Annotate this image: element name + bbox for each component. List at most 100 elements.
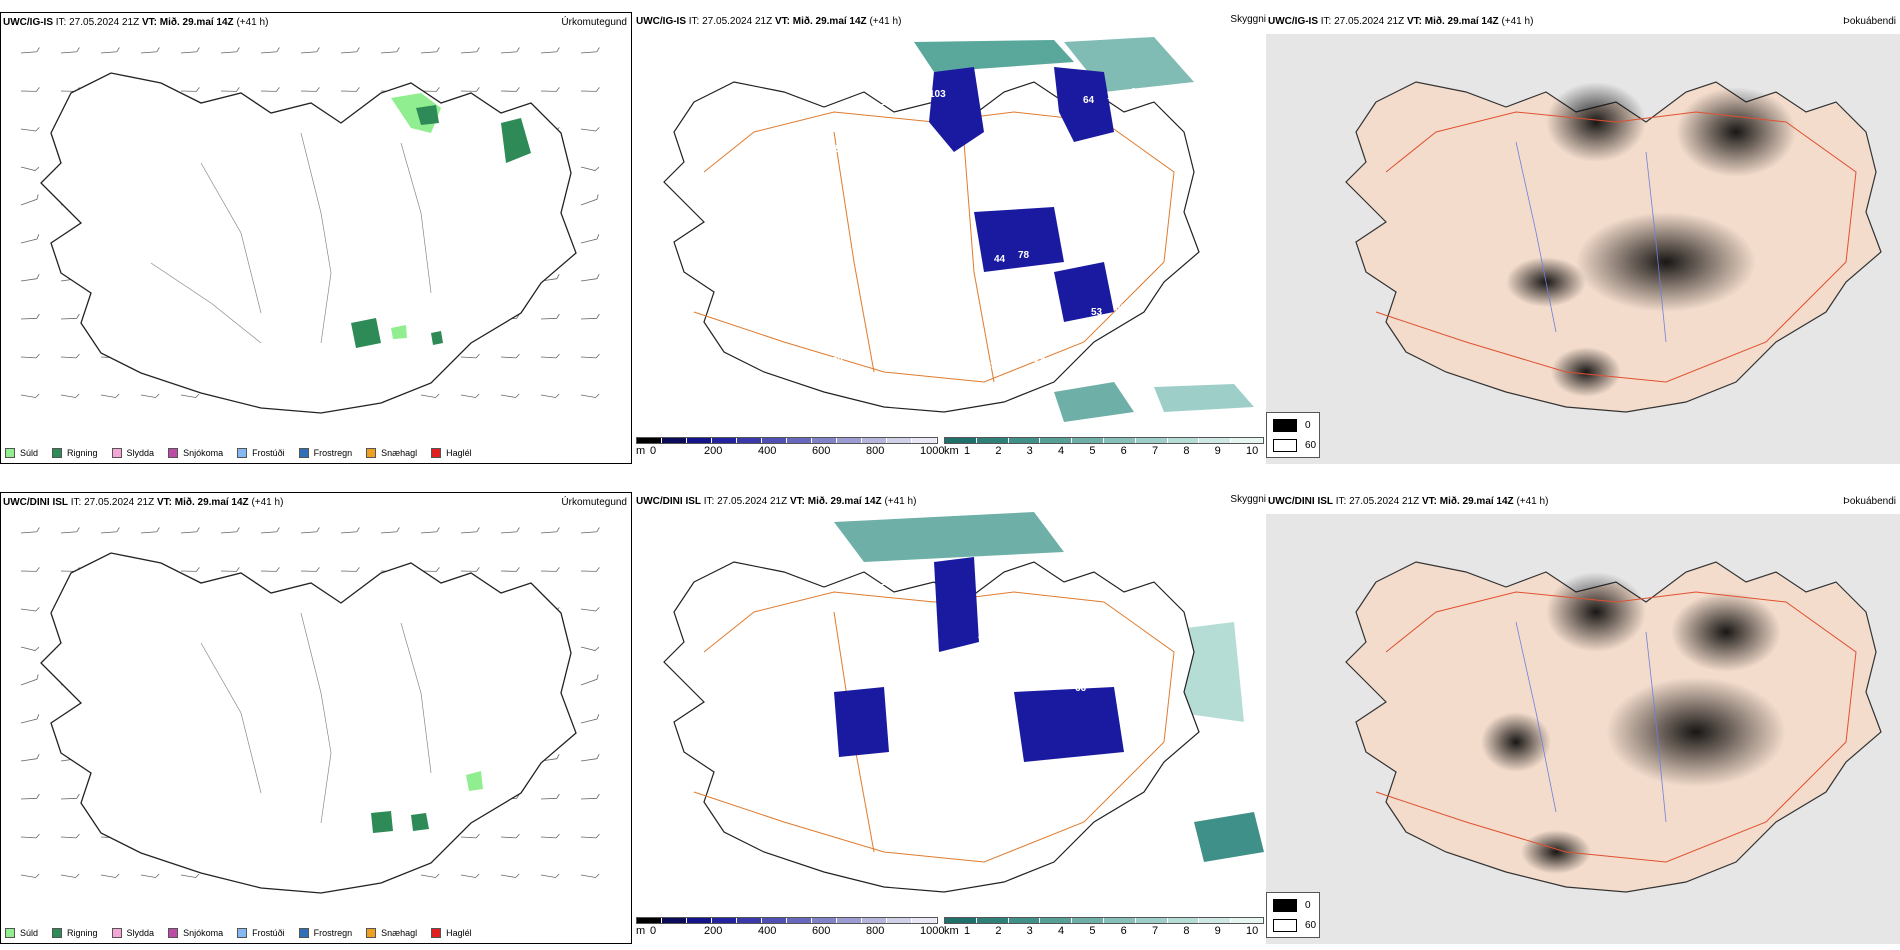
legend-swatch xyxy=(111,448,122,458)
legend-item: Rigning xyxy=(52,927,98,939)
vis-sea-fog xyxy=(914,37,1254,422)
wind-barb xyxy=(580,47,600,54)
wind-barb xyxy=(180,393,200,398)
wind-barb xyxy=(140,47,160,54)
legend-swatch xyxy=(52,448,63,458)
visibility-panel-bottom: 466 116 26 66 92 77 96 169 212 90 222 115 160 208 83 10… xyxy=(634,492,1266,944)
wind-barb xyxy=(540,313,560,320)
visibility-map-top: 487 114 99 44 41 43 57 64 59 76 44 53 57 63 78 81 63 65 93… xyxy=(663,37,1254,422)
colorbar-unit: km xyxy=(944,445,959,457)
cloud-base-value: 43 xyxy=(889,309,901,320)
wind-barb xyxy=(580,714,600,724)
wind-barb xyxy=(20,793,40,800)
cloud-base-value: 63 xyxy=(905,93,917,104)
colorbar-tick-label: 200 xyxy=(704,445,723,457)
wind-barb xyxy=(100,873,120,878)
colorbar-tick-label: 2 xyxy=(995,445,1002,457)
wind-barb xyxy=(300,527,320,534)
cloud-base-value: 24 xyxy=(921,197,933,208)
cloud-base-value: 41 xyxy=(792,256,804,267)
colorbar-tick-label: 400 xyxy=(758,925,777,937)
legend-item: Frostregn xyxy=(298,927,352,939)
colorbar-tick-label: 4 xyxy=(1058,925,1065,937)
wind-barb xyxy=(460,873,480,878)
colorbar-segment xyxy=(1072,438,1104,443)
colorbar-tick-label: 6 xyxy=(1120,445,1127,457)
visibility-panel-title-top: Skyggni xyxy=(1230,14,1266,25)
wind-barb xyxy=(460,353,480,359)
visibility-header-bottom: UWC/DINI ISL IT: 27.05.2024 21Z VT: Mið.… xyxy=(636,496,917,507)
legend-label: Súld xyxy=(20,928,39,938)
wind-barb xyxy=(580,234,600,244)
wind-barb xyxy=(580,674,599,686)
cloud-base-value: 466 xyxy=(784,524,801,535)
legend-swatch xyxy=(5,928,15,938)
legend-label: Rigning xyxy=(67,928,98,938)
cloud-base-value: 36 xyxy=(1131,87,1143,98)
wind-barb xyxy=(580,567,600,572)
wind-barb xyxy=(460,87,480,92)
colorbar-tick-label: 400 xyxy=(758,445,777,457)
wind-barb xyxy=(540,87,560,92)
colorbar-segment xyxy=(1008,438,1041,443)
colorbar-tick-label: 6 xyxy=(1120,925,1127,937)
cloud-base-value: 49 xyxy=(816,732,828,743)
precip-type-panel-bottom: UWC/DINI ISL IT: 27.05.2024 21Z VT: Mið.… xyxy=(0,492,632,944)
rivers xyxy=(150,132,432,344)
precip-panel-title-bottom: Úrkomutegund xyxy=(561,497,627,508)
wind-barb xyxy=(420,873,440,878)
wind-barb xyxy=(60,393,80,398)
wind-barb xyxy=(60,833,80,839)
cloud-base-value: 44 xyxy=(1075,203,1087,214)
visibility-panel-title-bottom: Skyggni xyxy=(1230,494,1266,505)
iceland-outline xyxy=(40,72,577,414)
cloud-base-value: 115 xyxy=(1091,787,1108,798)
legend-item: Súld xyxy=(5,447,38,459)
legend-item: Frostúði xyxy=(237,927,285,939)
colorbar-segment xyxy=(862,918,887,923)
cloud-base-value: 93 xyxy=(1010,358,1022,369)
wind-barb xyxy=(580,873,600,878)
wind-barb xyxy=(540,393,560,398)
legend-item: Snjókoma xyxy=(168,447,223,459)
iceland-outline xyxy=(40,552,577,894)
wind-barb xyxy=(220,47,240,54)
wind-barb xyxy=(500,833,520,839)
wind-barb xyxy=(460,527,480,534)
wind-barb xyxy=(140,873,160,878)
cloud-base-value: 44 xyxy=(994,254,1006,265)
colorbar-segment xyxy=(712,438,737,443)
cloud-base-value: 63 xyxy=(816,252,828,263)
wind-barb xyxy=(60,527,80,534)
colorbar-segment xyxy=(712,918,737,923)
wind-barb xyxy=(340,567,360,572)
legend-item: Haglél xyxy=(431,447,472,459)
wind-barb xyxy=(20,194,39,206)
wind-barb xyxy=(500,87,520,92)
wind-barb xyxy=(460,833,480,839)
wind-barb xyxy=(60,793,80,800)
visibility-colorbar-bottom xyxy=(944,917,1264,924)
colorbar-segment xyxy=(1072,918,1104,923)
wind-barb xyxy=(460,47,480,54)
precip-areas xyxy=(351,93,531,348)
visibility-header-top: UWC/IG-IS IT: 27.05.2024 21Z VT: Mið. 29… xyxy=(636,16,902,27)
wind-barb xyxy=(180,567,200,572)
cloud-base-value: 115 xyxy=(1107,91,1124,102)
wind-barb xyxy=(580,87,600,92)
wind-barb xyxy=(420,87,440,92)
wind-barb xyxy=(340,527,360,534)
wind-barb xyxy=(540,353,560,359)
legend-label: Súld xyxy=(20,448,39,458)
wind-barb xyxy=(540,793,560,800)
wind-barb xyxy=(20,646,40,651)
colorbar-tick-label: 600 xyxy=(812,445,831,457)
wind-barb xyxy=(20,87,40,92)
colorbar-tick-label: 600 xyxy=(812,925,831,937)
cloud-base-value: 160 xyxy=(808,840,825,851)
fog-key-top: 0 60 xyxy=(1266,412,1320,458)
wind-barb xyxy=(500,567,520,572)
legend-label: Frostúði xyxy=(252,448,285,458)
legend-swatch xyxy=(431,448,442,458)
colorbar-segment xyxy=(762,918,787,923)
